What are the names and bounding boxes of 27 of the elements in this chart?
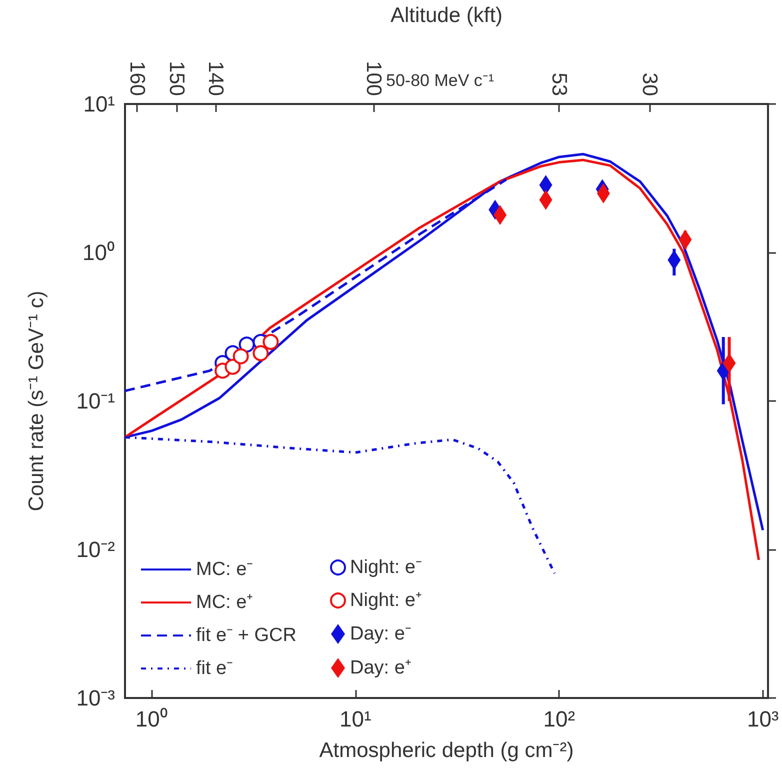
y-tick-label: 10⁻² <box>76 537 115 562</box>
legend-label: Day: e⁺ <box>350 658 411 678</box>
legend-label: MC: e⁺ <box>196 592 253 613</box>
legend-label: fit e⁻ <box>196 658 233 679</box>
legend-label: Night: e⁺ <box>350 590 422 611</box>
x-tick-label: 10² <box>543 706 576 732</box>
y-tick-label: 10⁻¹ <box>76 388 115 414</box>
x2-tick-label: 100 <box>362 60 386 96</box>
x2-tick-label: 150 <box>164 60 188 96</box>
legend-label: Day: e⁻ <box>350 624 411 644</box>
y-tick-label: 10¹ <box>83 92 115 116</box>
x2-tick-label: 140 <box>204 60 228 96</box>
legend-label: Night: e⁻ <box>350 557 422 578</box>
x2-tick-label: 53 <box>547 72 570 96</box>
legend-label: fit e⁻ + GCR <box>196 625 296 646</box>
legend-label: MC: e⁻ <box>196 559 253 580</box>
x-tick-label: 10¹ <box>339 706 372 732</box>
y-tick-label: 10⁰ <box>82 240 115 265</box>
x-tick-label: 10³ <box>746 706 779 732</box>
y-tick-label: 10⁻³ <box>76 686 115 710</box>
x-axis-title: Atmospheric depth (g cm⁻²) <box>319 739 574 762</box>
x2-axis-title: Altitude (kft) <box>390 4 503 27</box>
x2-tick-label: 160 <box>125 60 148 96</box>
text: 50-80 MeV c⁻¹ <box>386 71 494 90</box>
y-axis-title: Count rate (s⁻¹ GeV⁻¹ c) <box>25 290 48 512</box>
x-tick-label: 10⁰ <box>135 706 168 732</box>
x2-tick-label: 30 <box>638 72 662 96</box>
